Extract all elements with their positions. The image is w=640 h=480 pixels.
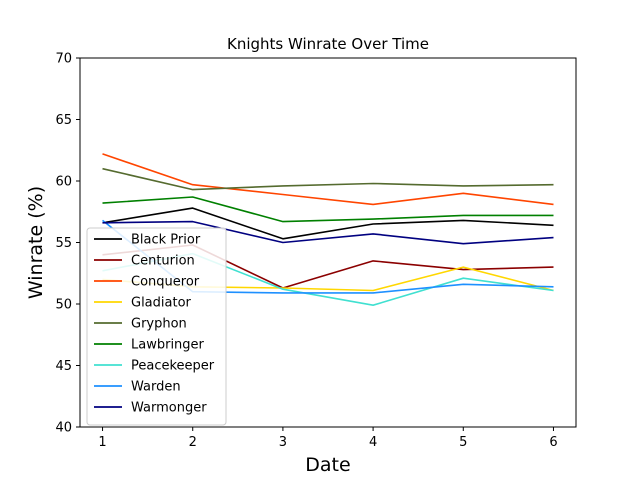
x-axis-ticks: 1 2 3 4 5 6	[98, 427, 558, 450]
y-axis-ticks: 40 45 50 55 60 65 70	[55, 52, 80, 436]
x-axis-label: Date	[305, 454, 350, 476]
legend-label: Black Prior	[131, 233, 201, 248]
legend-box	[86, 227, 227, 426]
x-tick-label: 3	[279, 435, 287, 450]
x-tick-label: 6	[549, 435, 557, 450]
x-tick-label: 2	[189, 435, 197, 450]
legend-label: Conqueror	[131, 275, 200, 290]
legend-label: Gladiator	[131, 296, 192, 311]
y-tick-label: 65	[55, 113, 72, 128]
legend-label: Warden	[131, 380, 181, 395]
y-axis-label: Winrate (%)	[25, 186, 47, 299]
y-tick-label: 50	[55, 298, 72, 313]
x-tick-label: 5	[459, 435, 467, 450]
series-line-conqueror	[102, 153, 554, 206]
x-tick-label: 4	[369, 435, 377, 450]
y-tick-label: 45	[55, 359, 72, 374]
series-line-gryphon	[102, 167, 554, 191]
chart-title: Knights Winrate Over Time	[227, 35, 429, 53]
legend-label: Warmonger	[131, 401, 207, 416]
series-line-warmonger	[102, 220, 554, 245]
series-line-black-prior	[102, 207, 554, 240]
y-tick-label: 40	[55, 421, 72, 436]
x-tick-label: 1	[98, 435, 106, 450]
legend-label: Peacekeeper	[131, 359, 215, 374]
legend-label: Lawbringer	[131, 338, 205, 353]
series-line-lawbringer	[102, 196, 554, 223]
legend: Black Prior Centurion Conqueror Gladiator Gr…	[86, 227, 227, 426]
y-tick-label: 70	[55, 52, 72, 67]
y-tick-label: 60	[55, 175, 72, 190]
legend-label: Centurion	[131, 254, 195, 269]
legend-label: Gryphon	[131, 317, 187, 332]
y-tick-label: 55	[55, 236, 72, 251]
